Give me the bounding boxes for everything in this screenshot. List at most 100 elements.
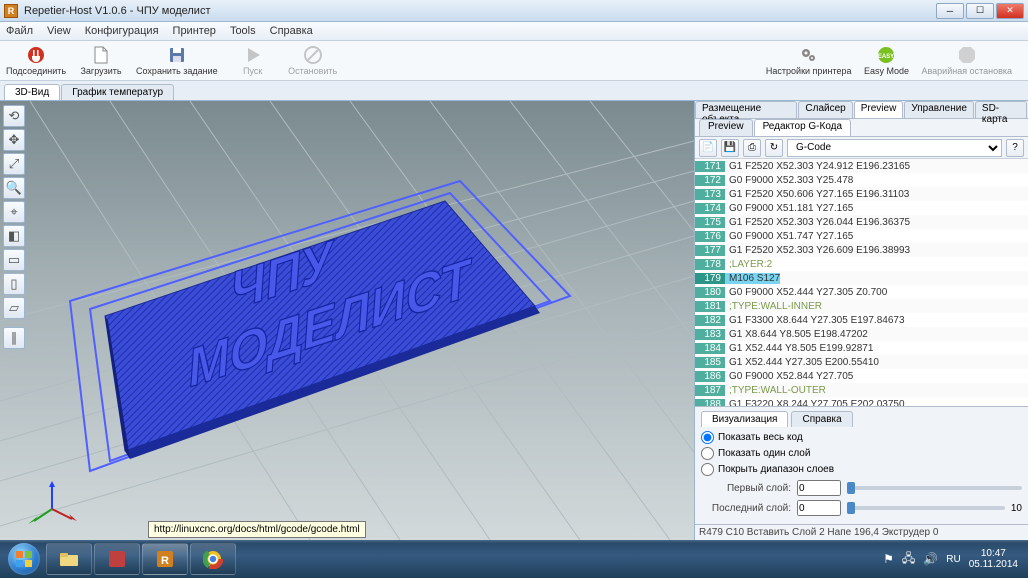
gcode-line[interactable]: 188G1 F3220 X8.244 Y27.705 E202.03750 (695, 397, 1028, 406)
gcode-help[interactable]: ? (1006, 139, 1024, 157)
document-icon (91, 45, 111, 65)
grid-3d: ЧПУ МОДЕЛИСТ (0, 101, 694, 540)
menu-file[interactable]: Файл (6, 25, 33, 37)
tray-flag-icon[interactable]: ⚑ (883, 552, 894, 566)
task-app1[interactable] (94, 543, 140, 575)
radio-show-one[interactable] (701, 447, 714, 460)
tray-network-icon[interactable]: 🖧 (902, 549, 915, 570)
tool-move[interactable]: ✥ (3, 129, 25, 151)
gcode-line[interactable]: 172G0 F9000 X52.303 Y25.478 (695, 173, 1028, 187)
gcode-line[interactable]: 176G0 F9000 X51.747 Y27.165 (695, 229, 1028, 243)
easy-icon: EASY (876, 45, 896, 65)
gcode-line[interactable]: 184G1 X52.444 Y8.505 E199.92871 (695, 341, 1028, 355)
rtab-placement[interactable]: Размещение объекта (695, 101, 797, 118)
tool-iso[interactable]: ◧ (3, 225, 25, 247)
gcode-line[interactable]: 175G1 F2520 X52.303 Y26.044 E196.36375 (695, 215, 1028, 229)
gcode-line[interactable]: 186G0 F9000 X52.844 Y27.705 (695, 369, 1028, 383)
viewport-3d[interactable]: ЧПУ МОДЕЛИСТ ⟲ ✥ ⤢ 🔍 ⌖ ◧ ▭ ▯ ▱ ∥ http://… (0, 101, 694, 540)
tab-tempgraph[interactable]: График температур (61, 84, 174, 100)
tool-side[interactable]: ▯ (3, 273, 25, 295)
run-button[interactable]: Пуск (228, 45, 278, 76)
tool-zoom[interactable]: 🔍 (3, 177, 25, 199)
tray-clock[interactable]: 10:47 05.11.2014 (969, 548, 1018, 570)
gcode-editor[interactable]: 171G1 F2520 X52.303 Y24.912 E196.2316517… (695, 159, 1028, 406)
gcode-line[interactable]: 180G0 F9000 X52.444 Y27.305 Z0.700 (695, 285, 1028, 299)
gcode-line[interactable]: 174G0 F9000 X51.181 Y27.165 (695, 201, 1028, 215)
tool-top[interactable]: ▱ (3, 297, 25, 319)
menu-printer[interactable]: Принтер (173, 25, 216, 37)
gcode-line[interactable]: 179M106 S127 (695, 271, 1028, 285)
tray-lang[interactable]: RU (946, 554, 960, 565)
rtab-control[interactable]: Управление (904, 101, 974, 118)
gcode-line[interactable]: 178;LAYER:2 (695, 257, 1028, 271)
tool-parallel[interactable]: ∥ (3, 327, 25, 349)
tool-front[interactable]: ▭ (3, 249, 25, 271)
viztab-help[interactable]: Справка (791, 411, 852, 427)
system-tray: ⚑ 🖧 🔊 RU 10:47 05.11.2014 (883, 548, 1024, 570)
radio-show-all[interactable] (701, 431, 714, 444)
tray-sound-icon[interactable]: 🔊 (923, 552, 938, 566)
gcode-statusbar: R479 C10 Вставить Слой 2 Напе 196,4 Экст… (695, 524, 1028, 540)
task-explorer[interactable] (46, 543, 92, 575)
subtab-gcode-editor[interactable]: Редактор G-Кода (754, 119, 852, 136)
menu-help[interactable]: Справка (270, 25, 313, 37)
task-repetier[interactable]: R (142, 543, 188, 575)
svg-text:EASY: EASY (878, 54, 894, 60)
first-layer-slider[interactable] (847, 486, 1022, 490)
gcode-line[interactable]: 185G1 X52.444 Y27.305 E200.55410 (695, 355, 1028, 369)
tool-pan[interactable]: ⤢ (3, 153, 25, 175)
easy-mode-button[interactable]: EASYEasy Mode (861, 45, 911, 76)
printer-settings-button[interactable]: Настройки принтера (766, 45, 852, 76)
gcode-save[interactable]: 💾 (721, 139, 739, 157)
windows-orb-icon (8, 543, 40, 575)
start-button[interactable] (4, 540, 44, 578)
gcode-line[interactable]: 173G1 F2520 X50.606 Y27.165 E196.31103 (695, 187, 1028, 201)
emergency-stop-button[interactable]: Аварийная остановка (921, 45, 1012, 76)
minimize-button[interactable]: ─ (936, 3, 964, 19)
play-icon (243, 45, 263, 65)
window-title: Repetier-Host V1.0.6 - ЧПУ моделист (24, 5, 210, 17)
window-titlebar: R Repetier-Host V1.0.6 - ЧПУ моделист ─ … (0, 0, 1028, 22)
save-button[interactable]: Сохранить задание (136, 45, 218, 76)
gcode-line[interactable]: 181;TYPE:WALL-INNER (695, 299, 1028, 313)
gcode-selector[interactable]: G-Code (787, 139, 1002, 157)
gcode-line[interactable]: 187;TYPE:WALL-OUTER (695, 383, 1028, 397)
windows-taskbar: R ⚑ 🖧 🔊 RU 10:47 05.11.2014 (0, 540, 1028, 578)
last-layer-slider[interactable] (847, 506, 1005, 510)
tool-fit[interactable]: ⌖ (3, 201, 25, 223)
rtab-preview[interactable]: Preview (854, 101, 904, 118)
estop-icon (957, 45, 977, 65)
stop-button[interactable]: Остановить (288, 45, 338, 76)
tool-rotate[interactable]: ⟲ (3, 105, 25, 127)
close-button[interactable]: ✕ (996, 3, 1024, 19)
gcode-line[interactable]: 182G1 F3300 X8.644 Y27.305 E197.84673 (695, 313, 1028, 327)
load-button[interactable]: Загрузить (76, 45, 126, 76)
menu-view[interactable]: View (47, 25, 71, 37)
first-layer-input[interactable] (797, 480, 841, 496)
viztab-viz[interactable]: Визуализация (701, 411, 788, 427)
main-toolbar: Подсоединить Загрузить Сохранить задание… (0, 41, 1028, 81)
task-chrome[interactable] (190, 543, 236, 575)
last-layer-input[interactable] (797, 500, 841, 516)
rtab-slicer[interactable]: Слайсер (798, 101, 852, 118)
view-tools: ⟲ ✥ ⤢ 🔍 ⌖ ◧ ▭ ▯ ▱ ∥ (3, 105, 27, 349)
gcode-new[interactable]: 📄 (699, 139, 717, 157)
menu-tools[interactable]: Tools (230, 25, 256, 37)
rtab-sdcard[interactable]: SD-карта (975, 101, 1027, 118)
radio-show-range[interactable] (701, 463, 714, 476)
gcode-tool3[interactable]: ⎙ (743, 139, 761, 157)
tab-3dview[interactable]: 3D-Вид (4, 84, 60, 100)
plug-icon (26, 45, 46, 65)
gcode-tool4[interactable]: ↻ (765, 139, 783, 157)
menu-config[interactable]: Конфигурация (85, 25, 159, 37)
maximize-button[interactable]: ☐ (966, 3, 994, 19)
gcode-line[interactable]: 177G1 F2520 X52.303 Y26.609 E196.38993 (695, 243, 1028, 257)
gears-icon (799, 45, 819, 65)
first-layer-label: Первый слой: (701, 483, 791, 494)
last-layer-max: 10 (1011, 503, 1022, 514)
subtab-preview[interactable]: Preview (699, 119, 753, 136)
app-icon: R (4, 4, 18, 18)
gcode-line[interactable]: 171G1 F2520 X52.303 Y24.912 E196.23165 (695, 159, 1028, 173)
connect-button[interactable]: Подсоединить (6, 45, 66, 76)
gcode-line[interactable]: 183G1 X8.644 Y8.505 E198.47202 (695, 327, 1028, 341)
